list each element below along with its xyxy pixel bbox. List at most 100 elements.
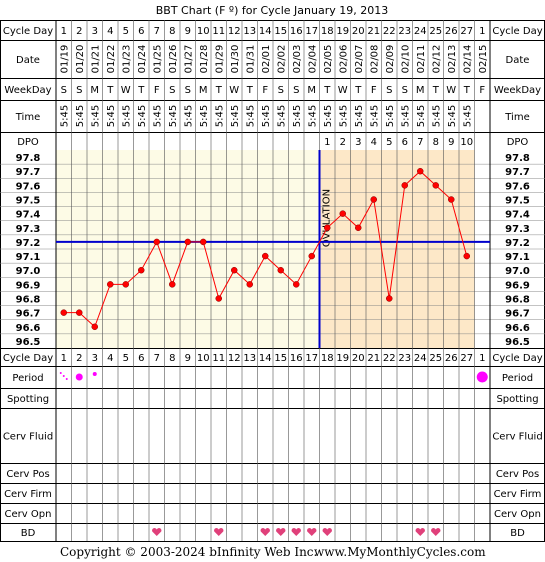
y-tick-label: 97.4	[16, 210, 41, 221]
y-tick-label-right: 97.8	[505, 153, 530, 164]
cycle-day-label: 9	[185, 26, 191, 37]
site-link[interactable]: www.MyMonthlyCycles.com	[314, 545, 486, 559]
temperature-point	[355, 224, 362, 232]
cycle-day-label: 18	[321, 26, 334, 37]
date-label: 02/13	[447, 45, 458, 74]
y-tick-label: 96.5	[16, 337, 41, 348]
weekday-label: S	[293, 85, 299, 96]
time-label: 5:45	[230, 105, 241, 127]
date-label: 02/07	[354, 45, 365, 74]
row-label-bd-right: BD	[510, 528, 525, 539]
row-label-cerv_fluid-right: Cerv Fluid	[492, 432, 542, 443]
cycle-day-label-lower: 23	[398, 353, 411, 364]
time-label: 5:45	[462, 105, 473, 127]
row-label-dpo: DPO	[17, 137, 39, 148]
cycle-day-label-lower: 24	[414, 353, 427, 364]
temperature-point	[417, 167, 424, 175]
cycle-day-label: 12	[228, 26, 241, 37]
weekday-label: M	[416, 85, 425, 96]
time-label: 5:45	[447, 105, 458, 127]
temperature-point	[91, 323, 98, 331]
period-spot-dot	[65, 378, 68, 380]
date-label: 02/11	[416, 45, 427, 74]
cycle-day-label: 15	[274, 26, 287, 37]
time-label: 5:45	[323, 105, 334, 127]
cycle-day-label: 24	[414, 26, 427, 37]
row-label-cycle_day-right: Cycle Day	[492, 26, 542, 37]
date-label: 02/05	[323, 45, 334, 74]
cycle-day-label: 23	[398, 26, 411, 37]
time-label: 5:45	[152, 105, 163, 127]
cycle-day-label-lower: 18	[321, 353, 334, 364]
cycle-day-label-lower: 9	[185, 353, 191, 364]
row-label-cycle_day-right: Cycle Day	[492, 353, 542, 364]
time-label: 5:45	[400, 105, 411, 127]
date-label: 01/27	[183, 45, 194, 74]
cycle-day-label-lower: 25	[429, 353, 442, 364]
cycle-day-label-lower: 4	[107, 353, 113, 364]
time-label: 5:45	[369, 105, 380, 127]
cycle-day-label: 13	[243, 26, 256, 37]
cycle-day-label-lower: 14	[259, 353, 272, 364]
time-label: 5:45	[75, 105, 86, 127]
y-tick-label-right: 97.5	[505, 196, 530, 207]
cycle-day-label: 2	[76, 26, 82, 37]
date-label: 02/01	[261, 45, 272, 74]
cycle-day-label-lower: 13	[243, 353, 256, 364]
y-tick-label-right: 96.6	[505, 323, 530, 334]
cycle-day-label: 22	[383, 26, 396, 37]
temperature-point	[339, 210, 346, 217]
y-tick-label-right: 97.6	[505, 181, 530, 192]
date-label: 01/29	[214, 45, 225, 74]
y-tick-label-right: 96.8	[505, 295, 530, 306]
cycle-day-label: 14	[259, 26, 272, 37]
temperature-point	[107, 281, 114, 288]
temperature-point	[169, 281, 176, 288]
row-label-date: Date	[16, 55, 40, 66]
row-label-spotting: Spotting	[7, 394, 49, 405]
date-label: 02/03	[292, 45, 303, 74]
weekday-label: T	[246, 85, 254, 96]
bd-heart-icon	[152, 528, 162, 536]
cycle-day-label-lower: 10	[197, 353, 210, 364]
y-tick-label: 97.5	[16, 196, 41, 207]
y-tick-label: 96.6	[16, 323, 41, 334]
dpo-label: 2	[340, 137, 346, 148]
cycle-day-label: 1	[479, 26, 485, 37]
weekday-label: S	[386, 85, 392, 96]
time-label: 5:45	[106, 105, 117, 127]
weekday-label: T	[323, 85, 331, 96]
row-label-cycle_day: Cycle Day	[3, 26, 53, 37]
row-label-cerv_firm-right: Cerv Firm	[494, 489, 542, 500]
row-label-weekday: WeekDay	[4, 85, 51, 96]
y-tick-label: 96.9	[16, 280, 41, 291]
bd-heart-icon	[276, 528, 286, 536]
cycle-day-label: 11	[212, 26, 225, 37]
bd-heart-icon	[322, 528, 332, 536]
date-label: 02/10	[400, 45, 411, 74]
cycle-day-label: 25	[429, 26, 442, 37]
date-label: 02/02	[276, 45, 287, 74]
date-label: 01/24	[137, 45, 148, 74]
cycle-day-label-lower: 3	[92, 353, 98, 364]
temperature-point	[463, 252, 470, 260]
temperature-point	[215, 295, 222, 302]
period-light-marker	[92, 372, 97, 376]
time-label: 5:45	[214, 105, 225, 127]
dpo-label: 6	[402, 137, 408, 148]
row-label-time-right: Time	[504, 112, 529, 123]
row-label-weekday-right: WeekDay	[494, 85, 541, 96]
chart-title: BBT Chart (F º) for Cycle January 19, 20…	[156, 4, 388, 17]
temperature-point	[184, 238, 191, 246]
dpo-label: 4	[371, 137, 377, 148]
weekday-label: M	[307, 85, 316, 96]
weekday-label: F	[154, 85, 160, 96]
temperature-point	[138, 266, 145, 274]
date-label: 02/08	[369, 45, 380, 74]
temperature-point	[246, 281, 253, 288]
cycle-day-label-lower: 16	[290, 353, 303, 364]
cycle-day-label: 20	[352, 26, 365, 37]
y-tick-label: 96.8	[16, 295, 41, 306]
time-label: 5:45	[199, 105, 210, 127]
temperature-point	[386, 295, 393, 302]
